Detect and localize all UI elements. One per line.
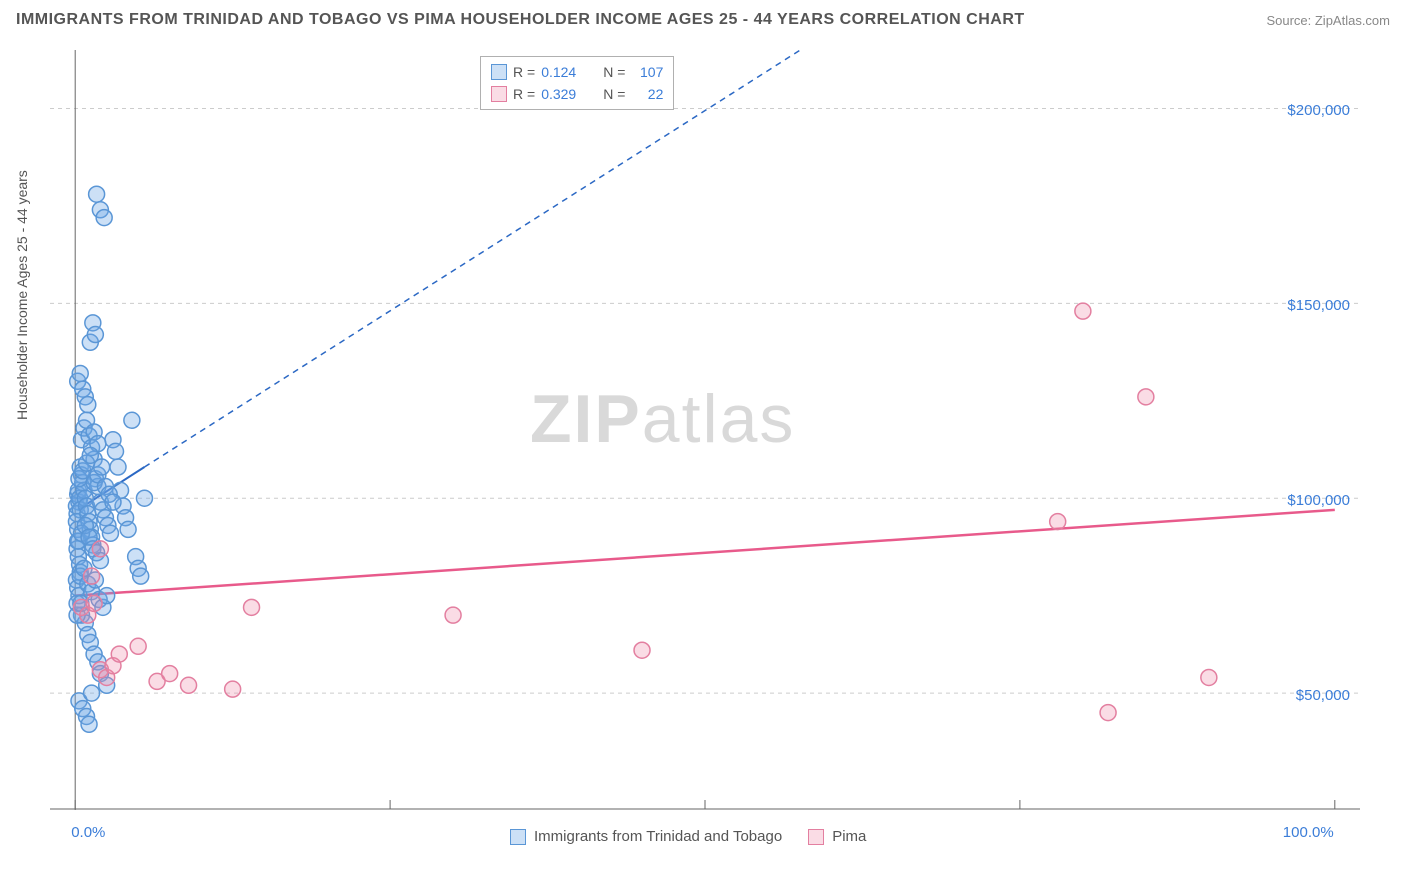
- legend-n-label: N =: [603, 86, 625, 102]
- scatter-plot: [50, 50, 1360, 810]
- legend-entry: Immigrants from Trinidad and Tobago: [510, 828, 782, 845]
- legend-row: R = 0.329 N = 22: [491, 83, 663, 105]
- legend-n-value: 107: [631, 64, 663, 80]
- legend-series-name: Pima: [832, 828, 866, 845]
- source-label: Source:: [1266, 13, 1314, 28]
- legend-entry: Pima: [808, 828, 866, 845]
- legend-series-name: Immigrants from Trinidad and Tobago: [534, 828, 782, 845]
- legend-r-value: 0.124: [541, 64, 589, 80]
- source-attribution: Source: ZipAtlas.com: [1266, 13, 1390, 28]
- chart-header: IMMIGRANTS FROM TRINIDAD AND TOBAGO VS P…: [0, 0, 1406, 40]
- y-tick-label: $50,000: [1250, 687, 1350, 704]
- x-tick-label: 100.0%: [1283, 824, 1334, 841]
- legend-swatch: [808, 829, 824, 845]
- series-legend: Immigrants from Trinidad and Tobago Pima: [510, 828, 866, 845]
- x-tick-label: 0.0%: [71, 824, 105, 841]
- y-axis-label: Householder Income Ages 25 - 44 years: [14, 170, 30, 420]
- legend-r-label: R =: [513, 64, 535, 80]
- chart-title: IMMIGRANTS FROM TRINIDAD AND TOBAGO VS P…: [16, 11, 1025, 29]
- legend-r-label: R =: [513, 86, 535, 102]
- legend-swatch: [491, 64, 507, 80]
- legend-row: R = 0.124 N = 107: [491, 61, 663, 83]
- y-tick-label: $100,000: [1250, 492, 1350, 509]
- legend-swatch: [491, 86, 507, 102]
- source-name: ZipAtlas.com: [1315, 13, 1390, 28]
- correlation-legend: R = 0.124 N = 107 R = 0.329 N = 22: [480, 56, 674, 110]
- legend-n-value: 22: [631, 86, 663, 102]
- y-tick-label: $150,000: [1250, 297, 1350, 314]
- legend-swatch: [510, 829, 526, 845]
- legend-r-value: 0.329: [541, 86, 589, 102]
- chart-area: ZIPatlas R = 0.124N = 107R = 0.329N = 22…: [50, 50, 1360, 810]
- legend-n-label: N =: [603, 64, 625, 80]
- y-tick-label: $200,000: [1250, 102, 1350, 119]
